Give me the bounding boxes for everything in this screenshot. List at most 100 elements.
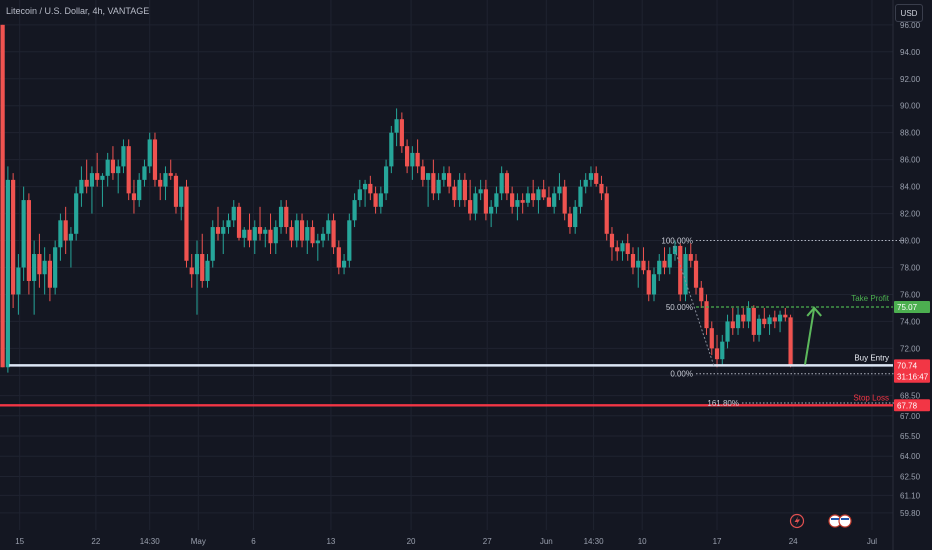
- price-tick-label: 80.00: [900, 237, 921, 246]
- candle-body: [756, 318, 762, 335]
- candle-body: [546, 197, 552, 207]
- candle-body: [110, 159, 116, 174]
- candle-body: [79, 179, 84, 194]
- candle-body: [163, 173, 168, 187]
- candle-body: [751, 307, 756, 335]
- price-tick-label: 74.00: [900, 317, 921, 326]
- take-profit-label: Take Profit: [851, 294, 890, 303]
- candle-body: [263, 229, 268, 234]
- price-tick-label: 59.80: [900, 509, 921, 518]
- candle-body: [510, 193, 515, 207]
- candle-body: [704, 301, 709, 329]
- candle-body: [11, 179, 16, 295]
- time-tick-label: 6: [251, 537, 256, 546]
- time-tick-label: 17: [713, 537, 722, 546]
- stop-loss-label: Stop Loss: [853, 393, 889, 402]
- candle-body: [105, 159, 110, 176]
- candle-body: [604, 193, 609, 234]
- candle-body: [362, 183, 368, 190]
- candle-body: [520, 200, 525, 203]
- candle-body: [373, 193, 378, 207]
- candle-body: [457, 179, 462, 201]
- price-tick-label: 65.50: [900, 432, 921, 441]
- candle-body: [320, 233, 326, 241]
- annotation-overlays: Buy Entry Stop Loss Take Profit 100.00% 50.0…: [0, 237, 907, 408]
- price-badge: [894, 359, 930, 372]
- candle-body: [489, 206, 494, 214]
- candle-body: [725, 321, 730, 342]
- candle-body: [142, 166, 147, 180]
- candle-body: [646, 270, 651, 295]
- candle-body: [552, 193, 557, 207]
- candle-body: [468, 200, 473, 214]
- time-tick-label: 22: [91, 537, 100, 546]
- candle-body: [299, 220, 305, 241]
- price-badge-label: 31:16:47: [897, 373, 929, 382]
- candle-body: [310, 227, 315, 244]
- candle-body: [205, 260, 210, 281]
- candle-body: [714, 348, 720, 360]
- candle-body: [84, 179, 89, 187]
- candle-body: [767, 317, 772, 325]
- candle-body: [504, 173, 510, 194]
- candle-body: [667, 254, 672, 268]
- candle-body: [515, 200, 520, 207]
- time-axis[interactable]: 15 22 14:30 May 6 13 20 27 Jun 14:30 10 17 24 Jul: [15, 537, 877, 546]
- price-tick-label: 67.00: [900, 412, 921, 421]
- candle-body: [257, 227, 263, 234]
- currency-button[interactable]: USD: [895, 4, 923, 22]
- candle-body: [683, 254, 688, 295]
- candle-body: [294, 220, 299, 241]
- candle-body: [415, 152, 420, 167]
- target-arrow-shaft: [804, 307, 816, 365]
- candle-body: [383, 166, 389, 194]
- candle-body: [200, 254, 205, 281]
- time-tick-label: 10: [638, 537, 647, 546]
- candle-body: [179, 186, 184, 207]
- price-tick-label: 96.00: [900, 21, 921, 30]
- candle-body: [405, 146, 410, 167]
- candle-body: [562, 186, 567, 214]
- candle-body: [168, 173, 173, 176]
- candle-body: [394, 119, 399, 133]
- candle-body: [126, 146, 131, 194]
- candle-body: [215, 227, 221, 234]
- candle-body: [100, 175, 105, 180]
- candle-body: [525, 193, 531, 203]
- candle-body: [741, 314, 746, 322]
- candle-body: [452, 186, 457, 201]
- candle-body: [5, 179, 10, 368]
- candle-body: [378, 193, 383, 207]
- candle-body: [247, 229, 252, 241]
- candle-body: [478, 189, 483, 194]
- price-badge: [894, 399, 930, 412]
- candle-body: [594, 173, 599, 184]
- lightning-icon[interactable]: [789, 513, 805, 529]
- candle-body: [762, 318, 767, 325]
- candle-body: [688, 254, 693, 261]
- candle-body: [326, 220, 331, 234]
- candle-body: [68, 233, 74, 241]
- candle-body: [651, 274, 657, 295]
- candle-body: [720, 341, 725, 360]
- target-arrow-head: [806, 306, 822, 317]
- price-tick-label: 64.00: [900, 452, 921, 461]
- price-axis[interactable]: 59.8061.1062.5064.0065.5067.0068.5070.00…: [900, 21, 921, 518]
- time-tick-label: 13: [326, 537, 335, 546]
- candle-body: [578, 186, 583, 207]
- price-badges: 75.07 70.74 31:16:47 67.78: [894, 301, 930, 412]
- candle-body: [184, 186, 189, 261]
- candle-body: [499, 173, 504, 194]
- candle-body: [615, 247, 620, 252]
- candle-body: [399, 119, 404, 147]
- flags-icon[interactable]: [828, 514, 852, 528]
- candle-body: [641, 260, 646, 271]
- candle-body: [588, 173, 594, 180]
- candle-body: [210, 227, 215, 261]
- candle-body: [777, 314, 783, 322]
- candle-body: [74, 193, 79, 234]
- price-tick-label: 94.00: [900, 48, 921, 57]
- candle-body: [678, 245, 683, 295]
- price-badge: [894, 301, 930, 314]
